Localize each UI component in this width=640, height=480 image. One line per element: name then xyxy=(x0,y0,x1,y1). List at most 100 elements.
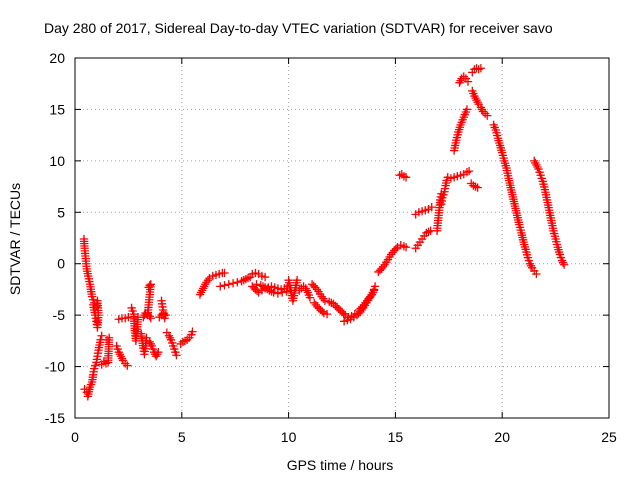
data-point xyxy=(90,364,99,373)
data-point xyxy=(273,289,283,298)
data-point xyxy=(216,282,225,291)
data-point xyxy=(211,270,221,280)
y-tick-label: -15 xyxy=(45,410,65,426)
ticks-layer: 0 5 10 15 20 25 -15 -10 -5 0 5 10 15 20 xyxy=(45,50,617,445)
data-point xyxy=(391,244,401,253)
data-point xyxy=(336,306,345,315)
data-point xyxy=(320,296,330,305)
data-point xyxy=(260,272,270,282)
chart-title: Day 280 of 2017, Sidereal Day-to-day VTE… xyxy=(44,20,553,36)
data-point xyxy=(309,281,318,290)
data-point xyxy=(282,287,291,296)
data-point xyxy=(555,250,565,259)
data-point xyxy=(170,344,179,354)
data-point xyxy=(524,256,534,265)
x-tick-label: 5 xyxy=(178,429,186,445)
x-tick-label: 25 xyxy=(601,429,617,445)
data-point xyxy=(276,285,286,294)
plot-frame xyxy=(74,57,610,419)
data-point xyxy=(352,310,362,320)
data-point xyxy=(269,288,278,297)
data-point xyxy=(278,288,287,297)
data-point xyxy=(463,77,473,86)
data-point xyxy=(322,309,332,319)
data-point xyxy=(147,341,157,351)
data-point xyxy=(375,266,385,275)
data-point xyxy=(370,282,380,291)
y-tick-label: 10 xyxy=(49,153,65,169)
data-point xyxy=(148,344,158,354)
y-tick-label: -5 xyxy=(53,307,66,323)
data-point xyxy=(462,105,472,114)
data-point xyxy=(146,314,155,323)
data-point xyxy=(523,253,532,262)
data-point xyxy=(233,278,242,287)
data-point xyxy=(339,317,349,326)
data-point xyxy=(143,310,152,320)
data-point xyxy=(390,246,399,255)
data-point xyxy=(473,183,482,192)
data-point xyxy=(102,335,112,344)
data-point xyxy=(292,276,302,285)
data-point xyxy=(314,304,324,313)
y-tick-label: -10 xyxy=(45,359,65,375)
data-point xyxy=(374,267,383,277)
data-point xyxy=(224,280,233,289)
data-point xyxy=(334,304,343,314)
data-point xyxy=(251,268,260,278)
data-point xyxy=(251,285,260,294)
data-point xyxy=(188,327,197,336)
data-point xyxy=(556,253,566,262)
data-point xyxy=(91,361,100,370)
data-point xyxy=(356,304,365,313)
data-point xyxy=(535,168,544,177)
data-point xyxy=(160,314,169,323)
x-tick-label: 0 xyxy=(71,429,79,445)
data-point xyxy=(215,269,224,279)
data-point xyxy=(248,282,257,291)
data-point xyxy=(401,243,411,252)
data-point xyxy=(208,271,217,281)
data-point xyxy=(532,269,541,279)
data-point xyxy=(124,313,133,322)
data-point xyxy=(446,174,456,183)
x-axis-label: GPS time / hours xyxy=(287,457,394,473)
y-axis-label: SDTVAR / TECUs xyxy=(7,183,23,295)
grid-layer xyxy=(75,58,609,418)
data-point xyxy=(401,173,411,182)
data-point xyxy=(464,166,474,176)
data-point xyxy=(318,307,327,316)
data-point xyxy=(483,111,492,120)
data-point xyxy=(123,361,132,370)
data-point xyxy=(339,309,348,318)
data-point xyxy=(438,193,447,203)
data-point xyxy=(307,280,317,289)
data-point xyxy=(97,331,106,340)
data-point xyxy=(228,279,238,288)
data-point xyxy=(252,280,261,289)
data-point xyxy=(319,308,328,318)
data-point xyxy=(121,314,130,323)
data-point xyxy=(442,176,451,185)
data-point xyxy=(369,286,379,295)
data-point xyxy=(421,206,430,215)
data-point xyxy=(154,348,163,357)
data-point xyxy=(449,173,459,182)
data-point xyxy=(270,283,279,292)
data-point xyxy=(187,330,196,339)
data-point xyxy=(337,307,347,317)
x-tick-label: 15 xyxy=(388,429,404,445)
data-point xyxy=(534,164,543,174)
data-point xyxy=(171,348,180,357)
y-tick-label: 0 xyxy=(57,256,65,272)
data-point xyxy=(453,172,462,181)
data-point xyxy=(92,302,101,312)
data-point xyxy=(313,302,322,312)
data-point xyxy=(414,208,424,217)
data-point xyxy=(333,303,342,312)
data-point xyxy=(142,333,151,342)
data-point xyxy=(559,260,569,269)
data-point xyxy=(305,293,315,302)
data-point xyxy=(220,281,229,290)
data-point xyxy=(537,174,546,183)
